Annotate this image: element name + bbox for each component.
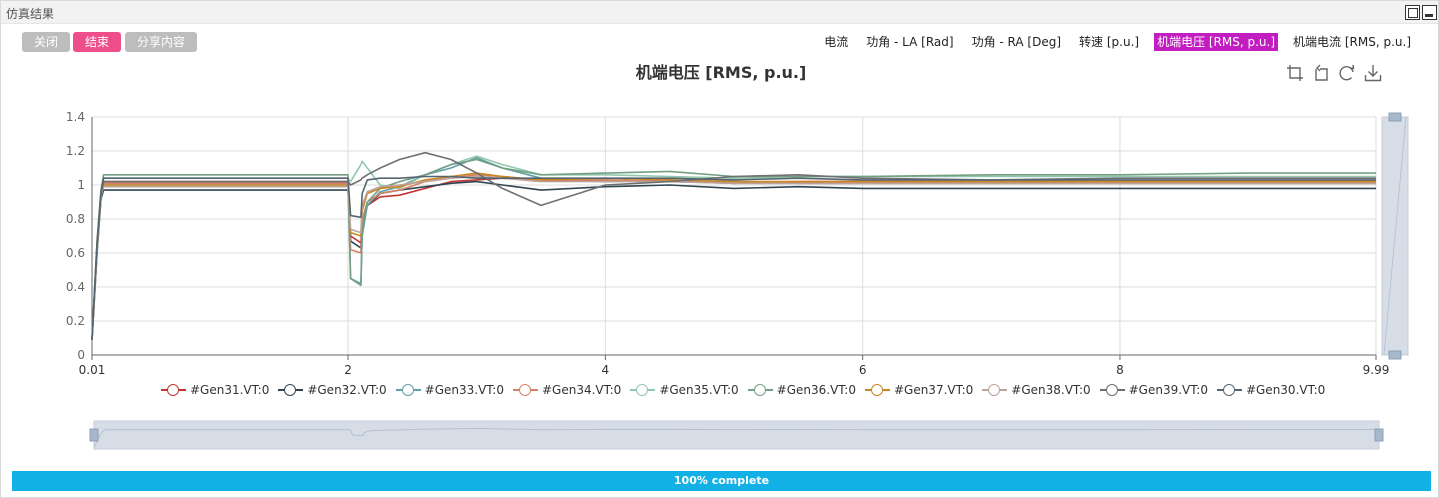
zoom-reset-icon[interactable]: [1312, 64, 1330, 82]
x-tick-label: 6: [859, 363, 867, 377]
tab-power-angle-rad[interactable]: 功角 - LA [Rad]: [866, 35, 954, 49]
y-tick-label: 0.4: [66, 280, 85, 294]
restore-icon[interactable]: [1338, 64, 1356, 82]
legend-marker-icon: [864, 383, 890, 397]
slider-track: [93, 420, 1380, 450]
legend-item[interactable]: #Gen36.VT:0: [747, 383, 856, 397]
zoom-icon[interactable]: [1286, 64, 1304, 82]
legend-marker-icon: [512, 383, 538, 397]
x-tick-label: 9.99: [1363, 363, 1390, 377]
y-tick-label: 0.2: [66, 314, 85, 328]
legend-label: #Gen30.VT:0: [1245, 383, 1326, 397]
legend-item[interactable]: #Gen30.VT:0: [1216, 383, 1326, 397]
vertical-zoom-handle: [1388, 112, 1402, 122]
y-tick-label: 0: [77, 348, 85, 362]
tab-terminal-voltage[interactable]: 机端电压 [RMS, p.u.]: [1154, 33, 1279, 51]
y-tick-label: 1.4: [66, 110, 85, 124]
legend-label: #Gen33.VT:0: [424, 383, 504, 397]
y-tick-label: 0.6: [66, 246, 85, 260]
line-chart: 0 0.2 0.4 0.6 0.8 1 1.2 1.4 0.01 2 4 6 8 9.99: [66, 110, 1409, 377]
legend-label: #Gen35.VT:0: [659, 383, 739, 397]
legend-item[interactable]: #Gen39.VT:0: [1099, 383, 1208, 397]
chart-toolbox: [1286, 64, 1382, 82]
tab-power-angle-deg[interactable]: 功角 - RA [Deg]: [971, 35, 1062, 49]
legend-label: #Gen34.VT:0: [541, 383, 622, 397]
window-titlebar: 仿真结果: [1, 1, 1438, 24]
vertical-zoom-handle: [1388, 350, 1402, 360]
x-tick-label: 4: [602, 363, 610, 377]
series-line-2: [91, 180, 1376, 340]
series-line-7: [91, 172, 1376, 340]
legend-item[interactable]: #Gen35.VT:0: [630, 383, 739, 397]
legend-marker-icon: [630, 383, 656, 397]
window-title: 仿真结果: [6, 7, 55, 21]
legend-item[interactable]: #Gen38.VT:0: [982, 383, 1091, 397]
progress-bar: 100% complete: [12, 471, 1431, 491]
series-line-4: [91, 174, 1376, 340]
maximize-icon[interactable]: [1405, 5, 1420, 20]
legend-item[interactable]: #Gen37.VT:0: [864, 383, 974, 397]
series-line-9: [91, 151, 1376, 340]
legend-marker-icon: [982, 383, 1008, 397]
y-tick-label: 1.2: [66, 144, 85, 158]
slider-handle: [1374, 428, 1384, 442]
series-line-10: [91, 175, 1376, 340]
tab-speed[interactable]: 转速 [p.u.]: [1079, 35, 1140, 49]
share-button[interactable]: 分享内容: [125, 32, 197, 52]
legend-item[interactable]: #Gen34.VT:0: [512, 383, 622, 397]
tab-terminal-current[interactable]: 机端电流 [RMS, p.u.]: [1293, 35, 1411, 49]
y-tick-label: 0.8: [66, 212, 85, 226]
finish-button[interactable]: 结束: [73, 32, 121, 52]
x-tick-label: 0.01: [79, 363, 106, 377]
x-tick-label: 2: [344, 363, 352, 377]
legend-marker-icon: [1216, 383, 1242, 397]
legend-label: #Gen36.VT:0: [776, 383, 856, 397]
slider-preview-line: [93, 427, 1379, 448]
tab-current[interactable]: 电流: [824, 35, 849, 49]
chart-title: 机端电压 [RMS, p.u.]: [635, 63, 807, 82]
minimize-icon[interactable]: [1422, 5, 1437, 20]
series-line-8: [91, 175, 1376, 340]
legend-marker-icon: [161, 383, 186, 397]
download-icon[interactable]: [1364, 64, 1382, 82]
chart-tabs: 电流 功角 - LA [Rad] 功角 - RA [Deg] 转速 [p.u.]…: [821, 33, 1414, 51]
legend-marker-icon: [278, 383, 304, 397]
legend-item[interactable]: #Gen32.VT:0: [278, 383, 387, 397]
slider-handle: [89, 428, 99, 442]
legend-label: #Gen39.VT:0: [1128, 383, 1208, 397]
chart-legend: #Gen31.VT:0 #Gen32.VT:0 #Gen33.VT:0 #Gen34.…: [161, 383, 1325, 397]
legend-marker-icon: [1099, 383, 1125, 397]
progress-label: 100% complete: [673, 474, 770, 487]
series-line-6: [91, 158, 1376, 340]
legend-label: #Gen32.VT:0: [307, 383, 387, 397]
close-button[interactable]: 关闭: [22, 32, 70, 52]
y-tick-label: 1: [77, 178, 85, 192]
legend-marker-icon: [395, 383, 421, 397]
x-tick-label: 8: [1116, 363, 1124, 377]
legend-marker-icon: [747, 383, 773, 397]
vertical-zoom-preview: [1383, 116, 1407, 356]
legend-item[interactable]: #Gen33.VT:0: [395, 383, 504, 397]
legend-item[interactable]: #Gen31.VT:0: [161, 383, 269, 397]
data-zoom-slider[interactable]: [1, 411, 1439, 451]
legend-label: #Gen37.VT:0: [893, 383, 974, 397]
series-line-1: [91, 177, 1376, 340]
legend-label: #Gen38.VT:0: [1011, 383, 1091, 397]
legend-label: #Gen31.VT:0: [190, 383, 270, 397]
